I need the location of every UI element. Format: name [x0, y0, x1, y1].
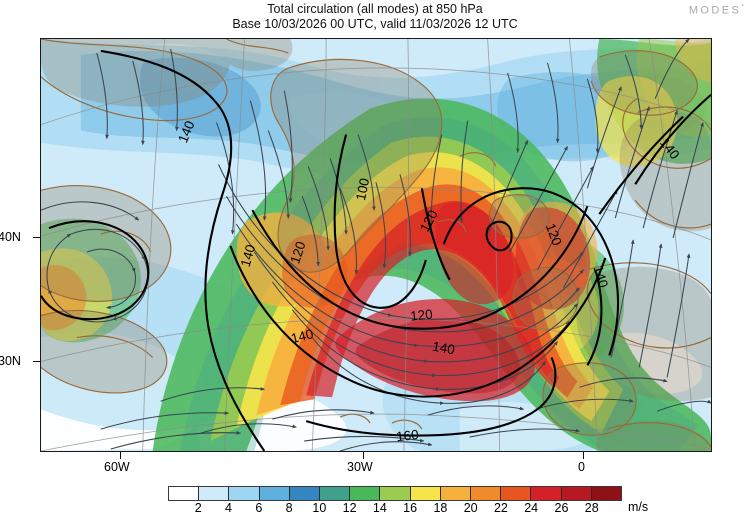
contour-label: 120	[543, 221, 565, 247]
x-tick-60w	[120, 452, 122, 459]
x-axis-label-60w: 60W	[104, 460, 130, 474]
map-canvas: 140 100 120 120 140 120 140 140 120 140 …	[41, 39, 711, 451]
colorbar-swatch	[289, 487, 321, 500]
modes-logo: MODES°	[689, 4, 744, 17]
colorbar-tick: 16	[403, 501, 418, 515]
contour-label: 120	[287, 240, 308, 266]
coastlines	[41, 39, 711, 448]
contour-label: 140	[590, 264, 611, 290]
colorbar-swatch	[350, 487, 381, 500]
y-tick-30n	[33, 361, 40, 363]
x-tick-30w	[363, 452, 365, 459]
landmass-shading	[41, 39, 711, 451]
y-axis-label-40n: 40N	[0, 230, 21, 244]
colorbar[interactable]	[168, 486, 622, 501]
colorbar-tick: 22	[493, 501, 508, 515]
x-axis-label-0: 0	[578, 460, 585, 474]
title-line-1: Total circulation (all modes) at 850 hPa	[267, 2, 483, 16]
contour-labels: 140 100 120 120 140 120 140 140 120 140 …	[175, 119, 682, 445]
y-tick-40n	[33, 237, 40, 239]
circulation-contours	[41, 49, 711, 451]
colorbar-tick: 14	[372, 501, 387, 515]
contour-label: 140	[431, 339, 456, 358]
colorbar-tick: 8	[285, 501, 293, 515]
colorbar-tick: 26	[554, 501, 569, 515]
colorbar-tick: 2	[194, 501, 202, 515]
modes-logo-mark: °	[741, 4, 744, 11]
page-title: Total circulation (all modes) at 850 hPa…	[0, 2, 750, 32]
x-axis-label-30w: 30W	[347, 460, 373, 474]
colorbar-swatch	[229, 487, 260, 500]
colorbar-swatch	[591, 487, 622, 500]
modes-logo-text: MODES	[688, 4, 742, 17]
contour-label: 160	[395, 427, 419, 444]
contour-label: 140	[289, 326, 314, 346]
contour-label: 140	[238, 243, 259, 269]
colorbar-swatch	[471, 487, 502, 500]
colorbar-tick-labels: 2 4 6 8 10 12 14 16 18 20 22 24 26 28	[0, 501, 750, 517]
x-tick-0	[583, 452, 585, 459]
title-line-2: Base 10/03/2026 00 UTC, valid 11/03/2026…	[232, 17, 518, 31]
colorbar-unit-label: m/s	[628, 500, 649, 514]
colorbar-swatch	[169, 487, 200, 500]
colorbar-swatch	[561, 487, 592, 500]
colorbar-swatch	[410, 487, 441, 500]
colorbar-tick: 10	[312, 501, 327, 515]
map-plot-area[interactable]: 140 100 120 120 140 120 140 140 120 140 …	[40, 38, 712, 452]
colorbar-swatch	[199, 487, 230, 500]
colorbar-swatch	[531, 487, 562, 500]
y-axis-label-30n: 30N	[0, 354, 21, 368]
colorbar-tick: 4	[225, 501, 233, 515]
colorbar-swatch	[380, 487, 411, 500]
colorbar-tick: 24	[524, 501, 539, 515]
colorbar-swatch	[440, 487, 472, 500]
colorbar-tick: 20	[463, 501, 478, 515]
colorbar-tick: 28	[584, 501, 599, 515]
colorbar-tick: 12	[342, 501, 357, 515]
colorbar-swatch	[320, 487, 351, 500]
colorbar-tick: 18	[433, 501, 448, 515]
contour-label: 100	[353, 177, 372, 202]
colorbar-swatch	[259, 487, 290, 500]
colorbar-tick: 6	[255, 501, 263, 515]
colorbar-swatch	[501, 487, 532, 500]
contour-label: 120	[409, 307, 433, 324]
wind-streamlines	[41, 39, 711, 451]
